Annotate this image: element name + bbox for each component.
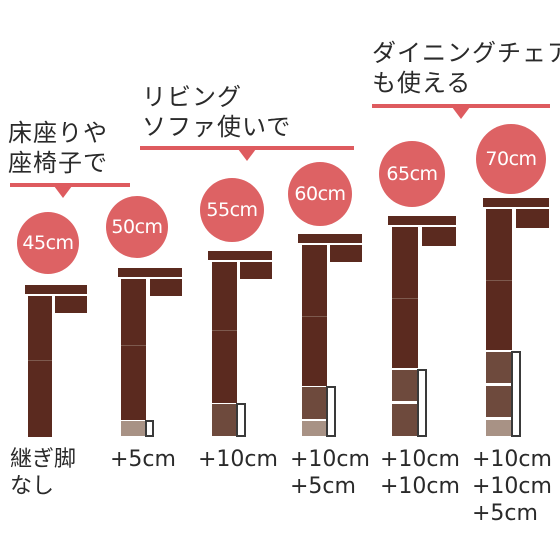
leg-extension bbox=[212, 404, 237, 436]
leg-label-45: 継ぎ脚 なし bbox=[10, 446, 76, 500]
extension-outline bbox=[145, 420, 154, 437]
tabletop bbox=[118, 268, 182, 277]
apron bbox=[422, 227, 456, 246]
leg-extension bbox=[121, 421, 146, 436]
leg-label-65: +10cm +10cm bbox=[380, 446, 460, 500]
apron bbox=[240, 262, 272, 279]
leg-label-50: +5cm bbox=[110, 446, 176, 473]
leg-joint bbox=[212, 330, 237, 331]
height-badge-55: 55cm bbox=[200, 178, 264, 242]
leg-extension bbox=[392, 404, 418, 436]
leg bbox=[28, 296, 52, 437]
heading-living: リビング ソファ使いで bbox=[142, 82, 291, 142]
leg-extension bbox=[392, 370, 418, 401]
leg-joint bbox=[486, 280, 512, 281]
leg bbox=[212, 262, 237, 403]
leg-label-70: +10cm +10cm +5cm bbox=[472, 446, 552, 527]
height-badge-60: 60cm bbox=[288, 162, 352, 226]
extension-outline bbox=[511, 351, 521, 437]
height-badge-45: 45cm bbox=[17, 212, 79, 274]
leg-extension bbox=[486, 386, 512, 417]
apron bbox=[516, 209, 549, 228]
leg-joint bbox=[28, 360, 52, 361]
leg-label-55: +10cm bbox=[198, 446, 278, 473]
leg-extension bbox=[486, 420, 512, 436]
leg-joint bbox=[392, 298, 418, 299]
apron bbox=[55, 296, 87, 313]
bracket-living-notch bbox=[238, 149, 256, 161]
leg-extension bbox=[302, 387, 327, 419]
leg-extension bbox=[302, 421, 327, 436]
leg-joint bbox=[121, 345, 146, 346]
tabletop bbox=[25, 285, 87, 294]
apron bbox=[330, 245, 362, 262]
bracket-floor-notch bbox=[54, 186, 72, 198]
extension-outline bbox=[326, 386, 336, 437]
tabletop bbox=[388, 216, 456, 225]
tabletop bbox=[208, 251, 272, 260]
leg-joint bbox=[302, 316, 327, 317]
leg-label-60: +10cm +5cm bbox=[290, 446, 370, 500]
height-badge-50: 50cm bbox=[106, 196, 168, 258]
height-badge-70: 70cm bbox=[476, 124, 546, 194]
bracket-dining-notch bbox=[452, 107, 470, 119]
height-badge-65: 65cm bbox=[379, 141, 445, 207]
apron bbox=[150, 279, 182, 296]
extension-outline bbox=[236, 403, 246, 437]
extension-outline bbox=[417, 369, 427, 437]
heading-floor: 床座りや 座椅子で bbox=[8, 118, 108, 178]
tabletop bbox=[483, 198, 549, 207]
tabletop bbox=[298, 234, 362, 243]
heading-dining: ダイニングチェア も使える bbox=[372, 38, 560, 98]
leg-extension bbox=[486, 352, 512, 383]
leg bbox=[121, 279, 146, 420]
